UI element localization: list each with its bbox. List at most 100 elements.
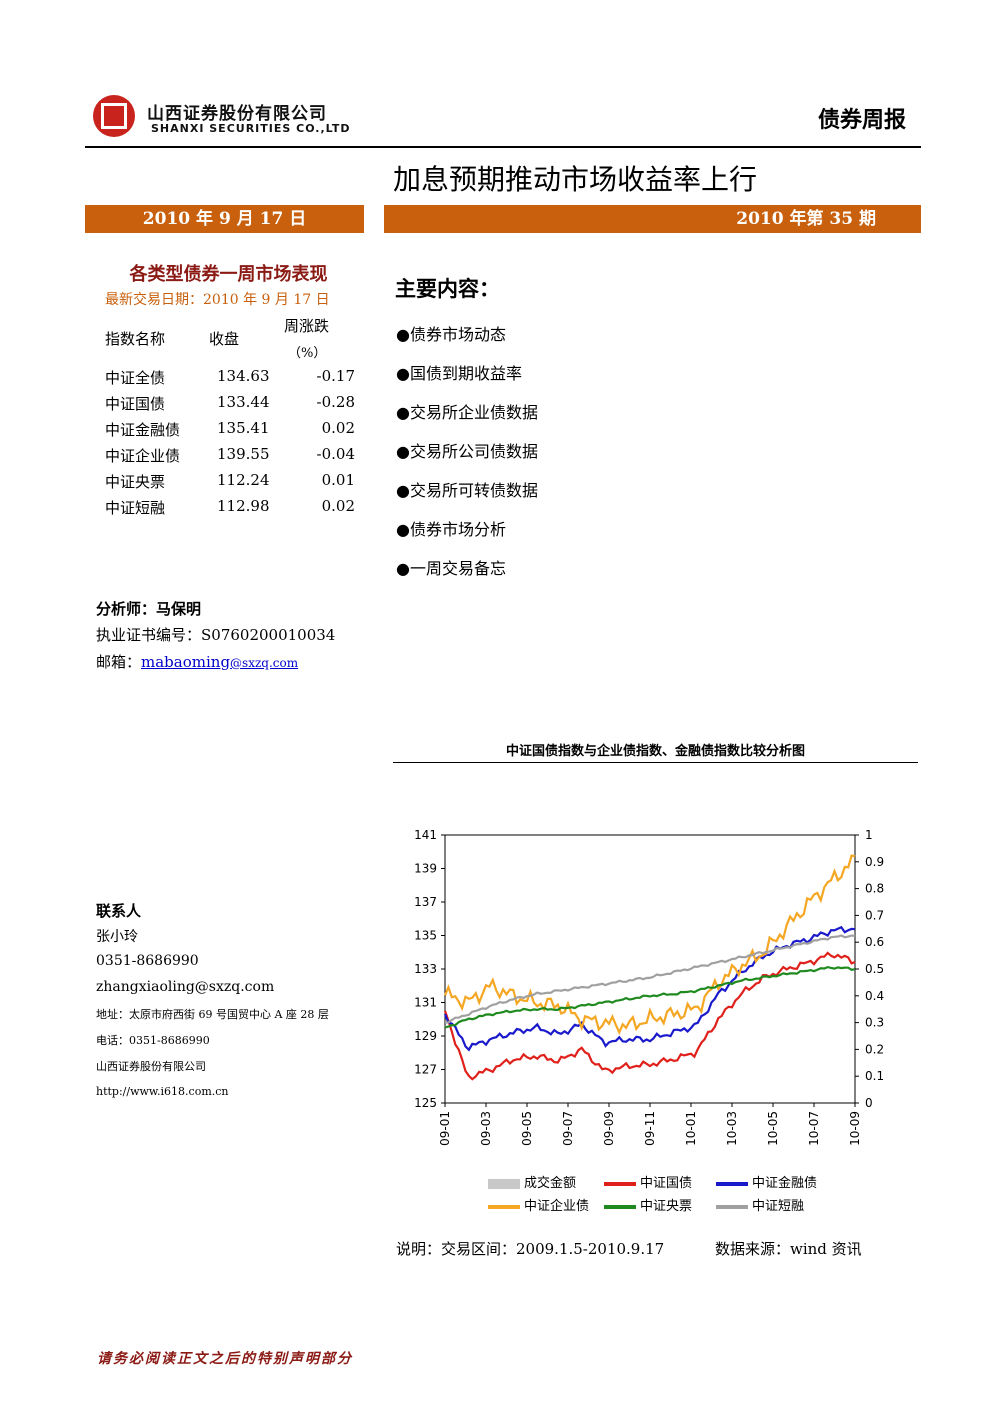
table-cell-name: 中证央票 [105, 473, 166, 491]
left-tick-label: 139 [414, 862, 437, 876]
key-content-item: ●债券市场分析 [396, 520, 506, 539]
left-tick-label: 127 [414, 1063, 437, 1077]
table-cell-name: 中证全债 [105, 369, 166, 387]
legend-item: 中证企业债 [488, 1195, 589, 1214]
x-tick-label: 09-05 [520, 1111, 534, 1146]
contact-address: 地址：太原市府西街 69 号国贸中心 A 座 28 层 [96, 1008, 329, 1021]
email-user: mabaoming [141, 653, 231, 671]
x-tick-label: 10-01 [684, 1111, 698, 1146]
table-cell-change: 0.02 [321, 419, 355, 437]
contact-tel: 电话：0351-8686990 [96, 1034, 210, 1047]
legend-item: 中证央票 [604, 1195, 692, 1214]
email-domain: @sxzq.com [230, 656, 299, 670]
latest-trade-date: 最新交易日期：2010 年 9 月 17 日 [105, 292, 330, 308]
left-tick-label: 125 [414, 1096, 437, 1110]
legend-item: 中证短融 [716, 1195, 804, 1214]
series-line [443, 854, 856, 1036]
table-cell-change: 0.01 [321, 471, 355, 489]
legend-swatch [716, 1204, 748, 1209]
right-tick-label: 0.3 [865, 1016, 884, 1030]
right-tick-label: 0.4 [865, 989, 884, 1003]
chart-lines [443, 854, 856, 1081]
company-logo [93, 95, 135, 137]
legend-item: 中证金融债 [716, 1172, 817, 1191]
chart-divider [393, 762, 918, 763]
legend-label: 中证企业债 [524, 1199, 590, 1214]
contact-company: 山西证券股份有限公司 [96, 1060, 206, 1073]
analyst-email-link[interactable]: mabaoming@sxzq.com [141, 653, 298, 671]
col-header-close: 收盘 [209, 330, 240, 348]
issue-bar: 2010 年第 35 期 [384, 205, 921, 233]
left-tick-label: 135 [414, 929, 437, 943]
contact-url[interactable]: http://www.i618.com.cn [96, 1085, 229, 1098]
key-contents-title: 主要内容： [395, 277, 500, 301]
chart-title: 中证国债指数与企业债指数、金融债指数比较分析图 [505, 744, 805, 759]
x-tick-label: 10-07 [807, 1111, 821, 1146]
right-tick-label: 1 [865, 828, 873, 842]
key-content-item: ●交易所公司债数据 [396, 442, 538, 461]
table-cell-name: 中证国债 [105, 395, 166, 413]
table-cell-close: 134.63 [217, 367, 270, 385]
bond-index-chart: 141 139 137 135 133 131 129 127 125 1 0.9 0.8 0.7 0.6… [414, 828, 884, 1146]
contact-phone: 0351-8686990 [96, 953, 199, 969]
legend-label: 中证央票 [640, 1199, 693, 1214]
col-header-change: 周涨跌 [284, 317, 330, 335]
x-tick-label: 09-03 [479, 1111, 493, 1146]
contact-email: zhangxiaoling@sxzq.com [96, 979, 275, 995]
chart-note-range: 说明：交易区间：2009.1.5-2010.9.17 [396, 1240, 665, 1258]
left-tick-label: 131 [414, 996, 437, 1010]
x-tick-label: 10-05 [766, 1111, 780, 1146]
legend-label: 成交金额 [524, 1176, 577, 1191]
legend-swatch [604, 1204, 636, 1209]
series-line [443, 951, 856, 1081]
left-tick-label: 133 [414, 962, 437, 976]
table-cell-close: 139.55 [217, 445, 270, 463]
left-tick-label: 137 [414, 895, 437, 909]
table-cell-change: -0.28 [316, 393, 355, 411]
legend-label: 中证短融 [752, 1199, 805, 1214]
legend-swatch [604, 1181, 636, 1186]
key-content-item: ●一周交易备忘 [396, 559, 506, 578]
right-tick-label: 0.1 [865, 1069, 884, 1083]
table-cell-change: -0.17 [316, 367, 355, 385]
header-divider [85, 146, 921, 148]
table-cell-change: -0.04 [316, 445, 355, 463]
analyst-email-line: 邮箱：mabaoming@sxzq.com [96, 651, 298, 672]
right-tick-label: 0.9 [865, 855, 884, 869]
x-tick-label: 10-09 [848, 1111, 862, 1146]
company-name-cn: 山西证券股份有限公司 [147, 104, 327, 124]
x-tick-label: 09-11 [643, 1111, 657, 1146]
left-tick-label: 141 [414, 828, 437, 842]
table-cell-close: 135.41 [217, 419, 270, 437]
key-content-item: ●债券市场动态 [396, 325, 506, 344]
table-cell-change: 0.02 [321, 497, 355, 515]
table-cell-close: 112.24 [217, 471, 270, 489]
date-bar: 2010 年 9 月 17 日 [85, 205, 364, 233]
legend-label: 中证国债 [640, 1176, 693, 1191]
right-tick-label: 0.5 [865, 962, 884, 976]
analyst-email-label: 邮箱： [96, 653, 142, 671]
market-table-title: 各类型债券一周市场表现 [129, 264, 328, 285]
key-content-item: ●交易所企业债数据 [396, 403, 538, 422]
legend-item: 成交金额 [488, 1172, 576, 1191]
logo-square-icon [101, 103, 127, 129]
table-cell-name: 中证短融 [105, 499, 166, 517]
analyst-name: 分析师：马保明 [96, 600, 202, 618]
series-line [444, 965, 856, 1029]
legend-swatch [488, 1178, 520, 1189]
table-cell-name: 中证金融债 [105, 421, 181, 439]
series-line [444, 934, 856, 1024]
chart-axes: 141 139 137 135 133 131 129 127 125 1 0.9 0.8 0.7 0.6… [414, 828, 884, 1146]
right-tick-label: 0.2 [865, 1042, 884, 1056]
x-tick-label: 10-03 [725, 1111, 739, 1146]
x-tick-label: 09-07 [561, 1111, 575, 1146]
chart-note-source: 数据来源：wind 资讯 [715, 1240, 862, 1258]
legend-swatch [488, 1204, 520, 1209]
key-content-item: ●国债到期收益率 [396, 364, 522, 383]
table-cell-close: 112.98 [217, 497, 270, 515]
analyst-cert: 执业证书编号：S0760200010034 [96, 626, 336, 644]
x-tick-label: 09-01 [438, 1111, 452, 1146]
right-tick-label: 0.6 [865, 935, 884, 949]
right-tick-label: 0.7 [865, 908, 884, 922]
legend-item: 中证国债 [604, 1172, 692, 1191]
